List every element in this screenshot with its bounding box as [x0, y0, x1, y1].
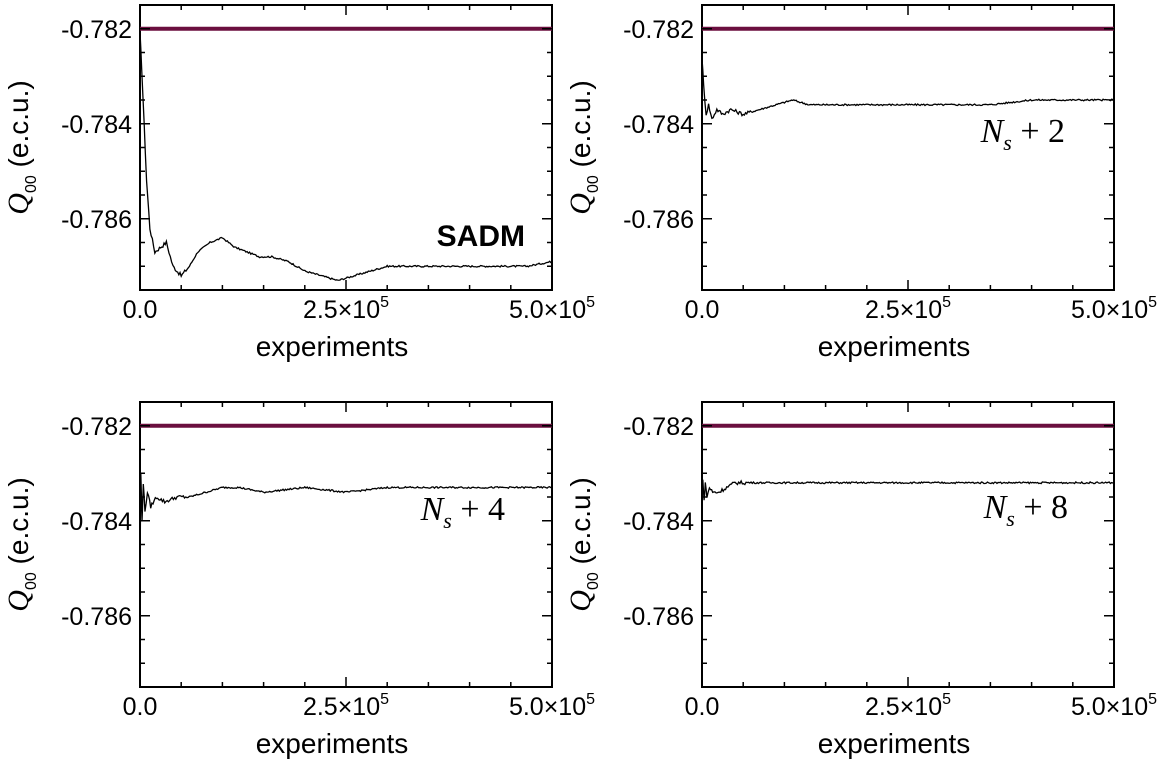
panel-annotation: SADM [437, 220, 525, 253]
x-tick-label: 0.0 [123, 693, 158, 721]
series-line-q00 [139, 31, 553, 281]
x-tick-label: 2.5×105 [865, 294, 951, 324]
x-tick-label: 0.0 [123, 296, 158, 324]
panel-annotation: Ns + 4 [420, 491, 505, 533]
y-tick-label: -0.786 [61, 603, 132, 631]
y-tick-label: -0.784 [623, 508, 694, 536]
y-tick-label: -0.786 [61, 206, 132, 234]
x-axis-label: experiments [256, 728, 409, 759]
plot-frame [139, 401, 553, 688]
chart-panel-bottom-left: -0.782 -0.784 -0.786 0.0 2.5×105 5.0×105 exper… [2, 401, 595, 759]
y-tick-label: -0.782 [61, 413, 132, 441]
x-tick-label: 2.5×105 [303, 294, 389, 324]
panel-annotation: Ns + 2 [980, 113, 1065, 155]
x-tick-label: 0.0 [685, 693, 720, 721]
chart-panel-top-right: -0.782 -0.784 -0.786 0.0 2.5×105 5.0×105 exper… [564, 4, 1157, 362]
x-tick-label: 5.0×105 [1071, 294, 1157, 324]
series-line-q00 [701, 58, 1115, 120]
series-line-q00 [701, 479, 1115, 502]
y-tick-label: -0.782 [623, 16, 694, 44]
y-tick-label: -0.784 [61, 111, 132, 139]
x-axis-label: experiments [818, 728, 971, 759]
chart-panel-top-left: -0.782 -0.784 -0.786 0.0 2.5×105 5.0×105 exper… [2, 4, 595, 362]
x-axis-label: experiments [256, 331, 409, 362]
x-tick-label: 5.0×105 [1071, 691, 1157, 721]
panel-annotation: Ns + 8 [983, 489, 1068, 531]
y-tick-label: -0.782 [623, 413, 694, 441]
chart-panel-bottom-right: -0.782 -0.784 -0.786 0.0 2.5×105 5.0×105 exper… [564, 401, 1157, 759]
x-axis-label: experiments [818, 331, 971, 362]
x-tick-label: 5.0×105 [509, 691, 595, 721]
x-tick-label: 0.0 [685, 296, 720, 324]
y-tick-label: -0.784 [61, 508, 132, 536]
x-tick-label: 2.5×105 [303, 691, 389, 721]
y-tick-label: -0.784 [623, 111, 694, 139]
y-tick-label: -0.786 [623, 603, 694, 631]
y-tick-label: -0.782 [61, 16, 132, 44]
y-axis-label: Q00 (e.c.u.) [2, 80, 40, 214]
y-axis-label: Q00 (e.c.u.) [564, 80, 602, 214]
plot-frame [701, 401, 1115, 688]
series-line-q00 [139, 473, 553, 574]
y-axis-label: Q00 (e.c.u.) [564, 477, 602, 611]
x-tick-label: 5.0×105 [509, 294, 595, 324]
y-tick-label: -0.786 [623, 206, 694, 234]
x-tick-label: 2.5×105 [865, 691, 951, 721]
y-axis-label: Q00 (e.c.u.) [2, 477, 40, 611]
